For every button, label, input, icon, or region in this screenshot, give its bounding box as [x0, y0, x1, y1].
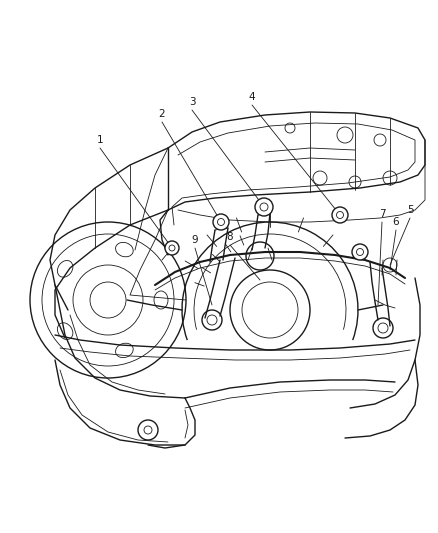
Text: 2: 2 [159, 109, 165, 119]
Text: 8: 8 [227, 232, 233, 242]
Text: 7: 7 [379, 209, 385, 219]
Circle shape [165, 241, 179, 255]
Text: 3: 3 [189, 97, 195, 107]
Text: 1: 1 [97, 135, 103, 145]
Text: 5: 5 [407, 205, 413, 215]
Circle shape [352, 244, 368, 260]
Text: 9: 9 [192, 235, 198, 245]
Circle shape [332, 207, 348, 223]
Circle shape [255, 198, 273, 216]
Text: 6: 6 [393, 217, 399, 227]
Circle shape [213, 214, 229, 230]
Text: 4: 4 [249, 92, 255, 102]
